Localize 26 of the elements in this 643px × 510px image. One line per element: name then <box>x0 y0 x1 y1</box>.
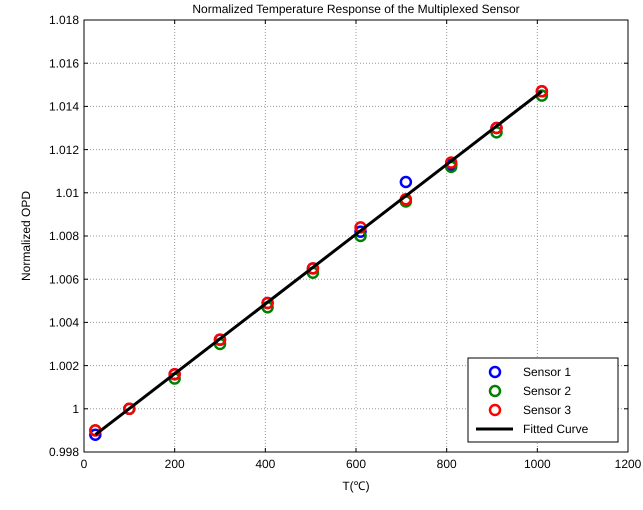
y-tick-label: 1.006 <box>48 272 80 286</box>
y-tick-label: 1 <box>72 402 80 416</box>
x-tick-label: 0 <box>80 457 88 471</box>
legend-label: Fitted Curve <box>523 422 589 436</box>
x-tick-label: 1200 <box>614 457 642 471</box>
y-axis-title: Normalized OPD <box>19 190 33 282</box>
y-tick-label: 1.016 <box>48 56 80 70</box>
y-tick-label: 1.012 <box>48 142 80 157</box>
y-tick-label: 1.014 <box>48 100 80 114</box>
point <box>400 176 412 188</box>
x-axis-title: T(℃) <box>342 479 370 493</box>
legend-label: Sensor 3 <box>523 403 572 418</box>
y-tick-label: 1.018 <box>48 13 80 28</box>
y-tick-label: 1.008 <box>48 229 80 244</box>
y-tick-label: 1.004 <box>48 316 80 330</box>
x-tick-label: 1000 <box>524 457 552 471</box>
y-tick-label: 1.002 <box>48 358 80 373</box>
x-tick-label: 800 <box>436 457 457 471</box>
chart-title: Normalized Temperature Response of the Multiplexed Sensor <box>192 2 520 16</box>
x-tick-label: 600 <box>346 457 366 471</box>
x-tick-label: 400 <box>255 457 276 471</box>
y-tick-label: 0.998 <box>48 445 80 460</box>
x-tick-label: 200 <box>164 457 185 471</box>
legend-label: Sensor 2 <box>523 384 572 398</box>
y-tick-label: 1.01 <box>56 186 80 200</box>
legend-label: Sensor 1 <box>523 365 572 380</box>
